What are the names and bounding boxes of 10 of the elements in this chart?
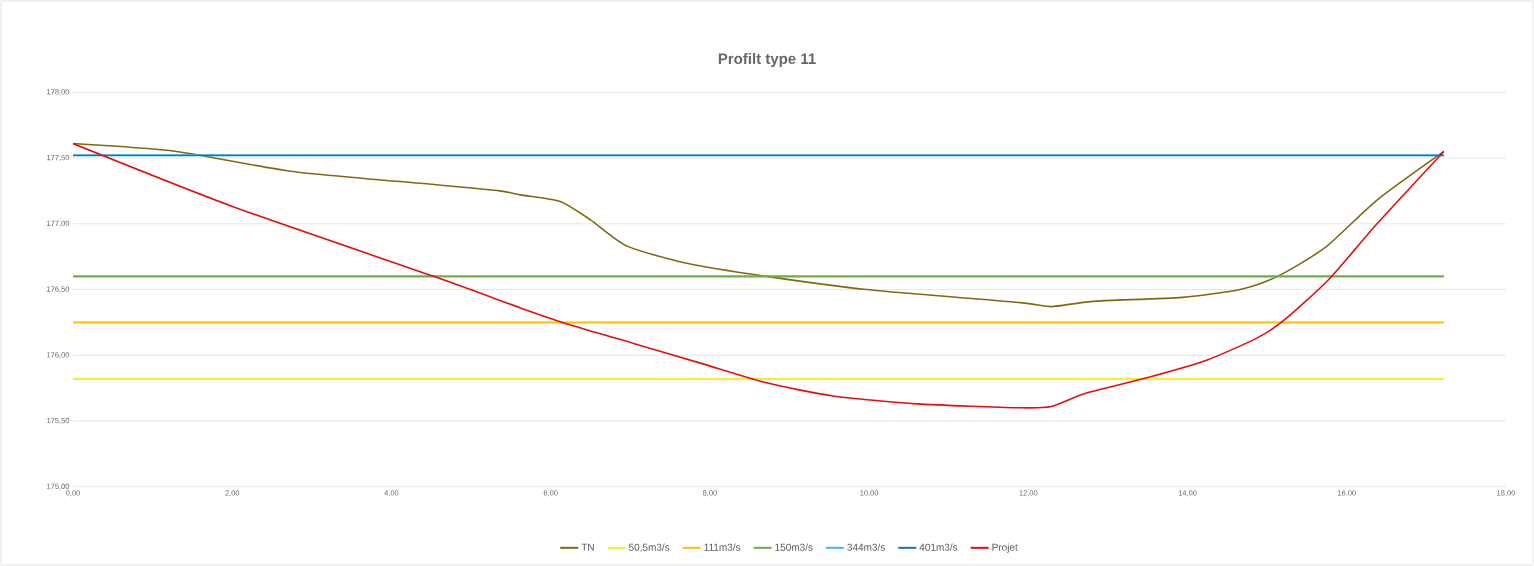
legend-label: 344m3/s [847, 543, 885, 551]
legend-label: 401m3/s [919, 543, 958, 551]
legend-label: 50,5m3/s [628, 543, 670, 552]
legend-label: Projet [992, 543, 1018, 553]
line-series [73, 142, 1445, 409]
legend-label: 111m3/s [704, 543, 741, 551]
legend-label: TN [581, 543, 594, 551]
legend-label: 150m3/s [775, 543, 813, 551]
chart-title: Profilt type 11 [718, 53, 816, 67]
line-series [73, 142, 1445, 308]
